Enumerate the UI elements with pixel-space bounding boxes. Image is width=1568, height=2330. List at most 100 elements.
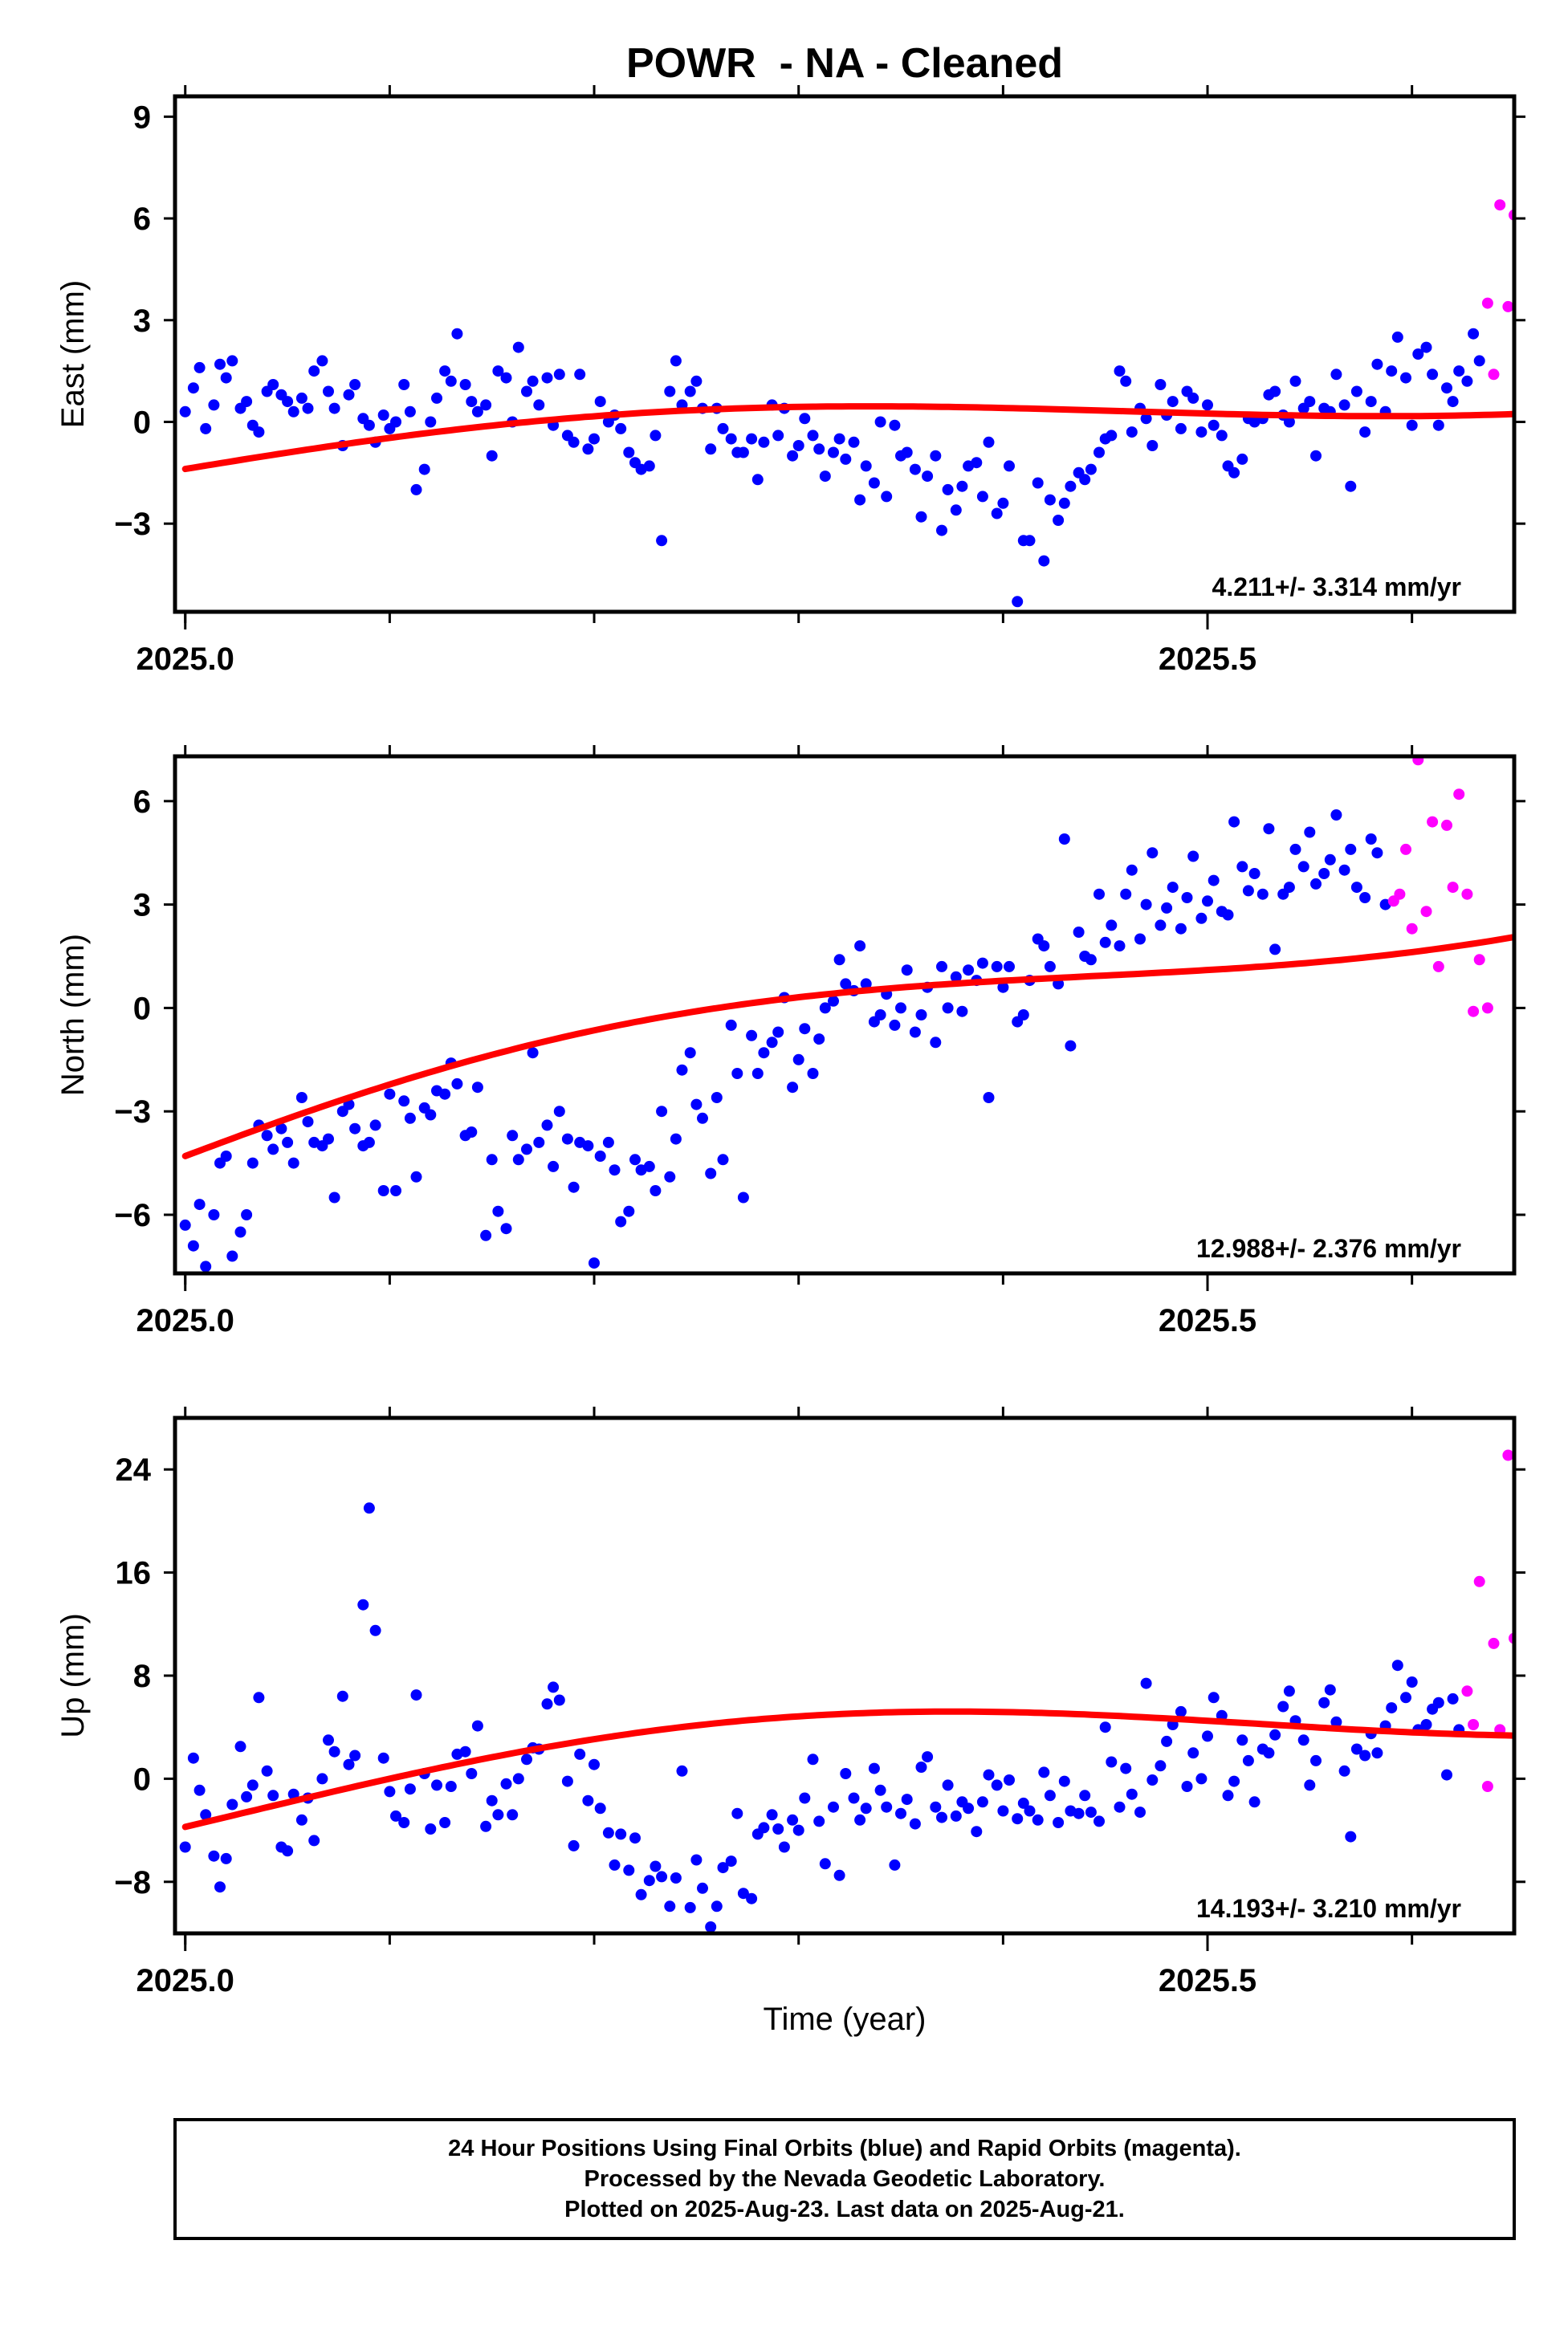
final-orbit-point <box>1161 902 1173 914</box>
final-orbit-point <box>241 1790 253 1802</box>
final-orbit-point <box>1391 331 1403 343</box>
final-orbit-point <box>328 1191 340 1204</box>
rapid-orbit-point <box>1494 199 1506 211</box>
final-orbit-point <box>915 1762 927 1773</box>
final-orbit-point <box>1024 535 1036 547</box>
final-orbit-point <box>1181 892 1193 903</box>
final-orbit-point <box>1195 912 1208 924</box>
final-orbit-point <box>690 1098 703 1110</box>
final-orbit-point <box>1441 382 1452 394</box>
final-orbit-point <box>609 1164 621 1176</box>
final-orbit-point <box>751 474 764 486</box>
footer-line: Plotted on 2025-Aug-23. Last data on 202… <box>564 2197 1125 2222</box>
final-orbit-point <box>1365 833 1377 845</box>
final-orbit-point <box>731 1068 743 1079</box>
final-orbit-point <box>772 1823 784 1835</box>
final-orbit-point <box>787 1814 799 1826</box>
final-orbit-point <box>439 365 451 377</box>
final-orbit-point <box>950 971 962 983</box>
final-orbit-point <box>1106 919 1118 931</box>
rapid-orbit-point <box>1461 1685 1473 1697</box>
final-orbit-point <box>1140 413 1152 425</box>
final-orbit-point <box>193 361 206 373</box>
final-orbit-point <box>1242 885 1254 897</box>
final-orbit-point <box>1350 1743 1362 1755</box>
final-orbit-point <box>1338 864 1350 876</box>
final-orbit-point <box>1038 940 1050 952</box>
final-orbit-point <box>787 1081 799 1094</box>
final-orbit-point <box>1085 954 1097 966</box>
final-orbit-point <box>1079 474 1091 486</box>
final-orbit-point <box>500 1778 512 1790</box>
final-orbit-point <box>521 1754 532 1766</box>
final-orbit-point <box>384 1786 396 1798</box>
final-orbit-point <box>214 358 226 370</box>
final-orbit-point <box>963 1802 975 1815</box>
final-orbit-point <box>1053 515 1065 526</box>
final-orbit-point <box>384 1088 396 1100</box>
final-orbit-point <box>828 1801 839 1813</box>
final-orbit-point <box>425 1823 437 1835</box>
final-orbit-point <box>253 426 265 438</box>
final-orbit-point <box>589 1758 600 1770</box>
final-orbit-point <box>1155 919 1167 931</box>
final-orbit-point <box>676 1064 688 1076</box>
final-orbit-point <box>1106 430 1118 442</box>
final-orbit-point <box>287 1157 299 1169</box>
final-orbit-point <box>615 1828 627 1840</box>
final-orbit-point <box>860 460 872 472</box>
final-orbit-point <box>486 1794 498 1807</box>
rapid-orbit-point <box>1441 819 1452 831</box>
final-orbit-point <box>819 1858 831 1870</box>
final-orbit-point <box>512 1154 524 1166</box>
final-orbit-point <box>792 1824 804 1836</box>
final-orbit-point <box>746 1892 758 1904</box>
final-orbit-point <box>1032 1814 1044 1826</box>
final-orbit-point <box>208 1850 220 1862</box>
final-orbit-point <box>1447 1693 1459 1705</box>
final-orbit-point <box>527 375 539 387</box>
final-orbit-point <box>521 1143 532 1155</box>
rapid-orbit-point <box>1502 300 1514 312</box>
final-orbit-point <box>643 460 655 472</box>
final-orbit-point <box>282 1136 294 1148</box>
final-orbit-point <box>234 1741 246 1753</box>
final-orbit-point <box>1099 1721 1111 1733</box>
panel-frame <box>173 94 1517 614</box>
final-orbit-point <box>1242 1754 1254 1766</box>
final-orbit-point <box>1297 861 1309 873</box>
final-orbit-point <box>684 1901 696 1913</box>
x-tick-label: 2025.5 <box>1159 1303 1256 1338</box>
final-orbit-point <box>1222 909 1234 921</box>
final-orbit-point <box>282 396 294 408</box>
final-orbit-point <box>895 1002 906 1014</box>
rapid-orbit-point <box>1543 1514 1554 1525</box>
final-orbit-point <box>471 1720 483 1732</box>
final-orbit-point <box>1420 341 1432 353</box>
rapid-orbit-point <box>1556 1574 1567 1585</box>
final-orbit-point <box>1065 1040 1077 1052</box>
final-orbit-point <box>187 1752 199 1764</box>
final-orbit-point <box>991 960 1003 972</box>
final-orbit-point <box>1468 328 1480 340</box>
final-orbit-point <box>1371 1747 1383 1759</box>
final-orbit-point <box>1269 1729 1281 1741</box>
final-orbit-point <box>582 1794 594 1807</box>
final-orbit-point <box>1324 1684 1336 1696</box>
y-tick-label: 6 <box>133 784 151 820</box>
final-orbit-point <box>1283 1685 1295 1697</box>
panel-frame <box>173 1416 1517 1936</box>
final-orbit-point <box>1065 480 1077 492</box>
final-orbit-point <box>1012 596 1024 608</box>
final-orbit-point <box>267 1790 279 1802</box>
final-orbit-point <box>711 1900 723 1912</box>
final-orbit-point <box>594 1802 606 1815</box>
final-orbit-point <box>1202 1730 1213 1742</box>
plot-area <box>179 1449 1567 1933</box>
final-orbit-point <box>936 960 947 972</box>
final-orbit-point <box>466 396 478 408</box>
final-orbit-point <box>369 1624 381 1636</box>
rapid-orbit-point <box>1550 596 1561 607</box>
y-tick-label: −8 <box>114 1865 151 1900</box>
final-orbit-point <box>226 1250 238 1262</box>
